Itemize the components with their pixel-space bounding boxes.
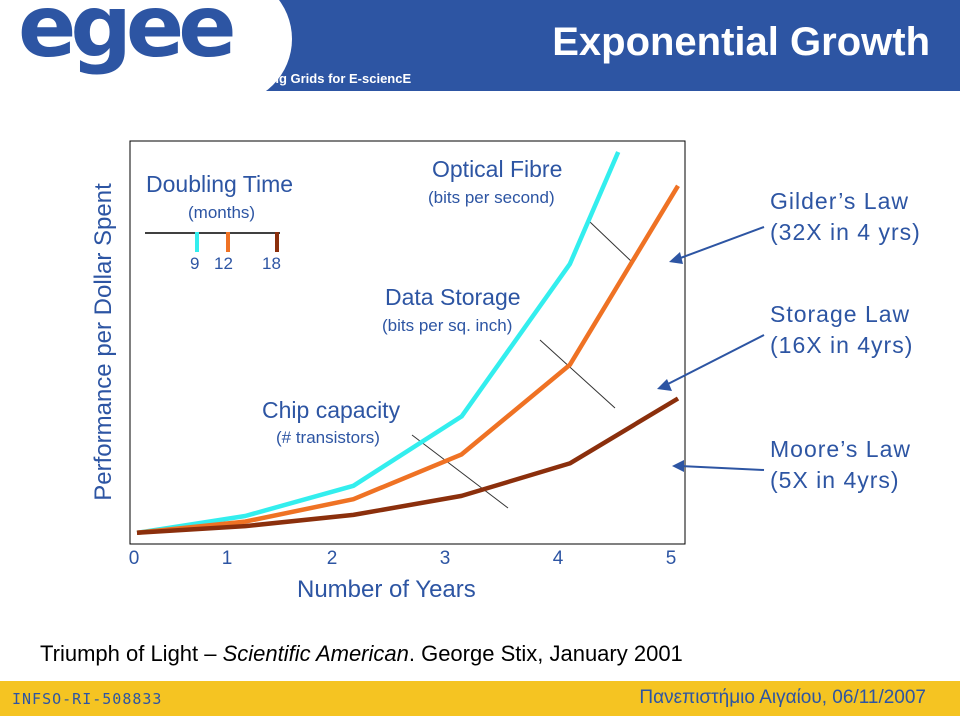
- gilder-law-rate: (32X in 4 yrs): [770, 219, 921, 245]
- header-band: [232, 0, 960, 91]
- x-tick-1: 1: [222, 548, 233, 569]
- x-tick-0: 0: [129, 548, 140, 569]
- header-bar: egee Enabling Grids for E-sciencE Expone…: [0, 0, 960, 104]
- caption-journal: Scientific American: [222, 641, 409, 666]
- caption-prefix: Triumph of Light –: [40, 641, 223, 666]
- caption-suffix: . George Stix, January 2001: [408, 641, 683, 666]
- slide-title: Exponential Growth: [552, 20, 930, 64]
- moore-law-name: Moore’s Law: [770, 436, 911, 462]
- storage-arrowhead: [657, 379, 672, 391]
- pointer-lines: [411, 221, 633, 509]
- egee-logo: egee: [18, 0, 237, 77]
- moore-law: Moore’s Law (5X in 4yrs): [770, 434, 911, 496]
- legend-ticks: [145, 232, 280, 252]
- plot-frame: [129, 140, 686, 545]
- x-tick-2: 2: [327, 548, 338, 569]
- gilder-law-name: Gilder’s Law: [770, 188, 909, 214]
- optical-subtitle: (bits per second): [428, 188, 555, 207]
- moore-law-rate: (5X in 4yrs): [770, 467, 900, 493]
- gilder-arrow: [674, 226, 765, 261]
- storage-title: Data Storage: [385, 284, 521, 310]
- storage-arrow: [663, 334, 765, 387]
- storage-pointer: [539, 339, 616, 409]
- optical-title: Optical Fibre: [432, 156, 563, 182]
- legend-entry-9: 9: [190, 254, 200, 273]
- gilder-arrowhead: [669, 252, 683, 264]
- footer-bar: INFSO-RI-508833 Πανεπιστήμιο Αιγαίου, 06…: [0, 681, 960, 716]
- logo-arc: [162, 0, 292, 104]
- x-tick-labels: 0 1 2 3 4 5: [129, 548, 677, 569]
- series-line-9mo: [136, 151, 621, 536]
- law-arrows: [657, 226, 765, 472]
- x-axis-label: Number of Years: [297, 576, 476, 603]
- x-tick-3: 3: [440, 548, 451, 569]
- storage-subtitle: (bits per sq. inch): [382, 316, 513, 335]
- series-line-12mo: [136, 184, 680, 536]
- legend-subtitle: (months): [188, 203, 256, 222]
- tagline: Enabling Grids for E-sciencE: [232, 71, 412, 86]
- gilder-law: Gilder’s Law (32X in 4 yrs): [770, 186, 921, 248]
- legend-entry-12: 12: [214, 254, 233, 273]
- chip-subtitle: (# transistors): [276, 428, 380, 447]
- storage-law-rate: (16X in 4yrs): [770, 332, 914, 358]
- moore-arrowhead: [672, 460, 684, 472]
- optical-pointer: [589, 221, 633, 263]
- project-code: INFSO-RI-508833: [12, 690, 163, 708]
- storage-law-name: Storage Law: [770, 301, 911, 327]
- citation-caption: Triumph of Light – Scientific American. …: [40, 641, 683, 667]
- x-tick-5: 5: [666, 548, 677, 569]
- venue-date: Πανεπιστήμιο Αιγαίου, 06/11/2007: [639, 687, 926, 708]
- chip-pointer: [411, 434, 509, 509]
- x-tick-4: 4: [553, 548, 564, 569]
- moore-arrow: [679, 465, 765, 471]
- legend-entry-18: 18: [262, 254, 281, 273]
- storage-law: Storage Law (16X in 4yrs): [770, 299, 913, 361]
- legend-title: Doubling Time: [146, 171, 294, 197]
- series-lines: [136, 151, 680, 536]
- chip-title: Chip capacity: [262, 397, 401, 423]
- series-line-18mo: [136, 396, 680, 536]
